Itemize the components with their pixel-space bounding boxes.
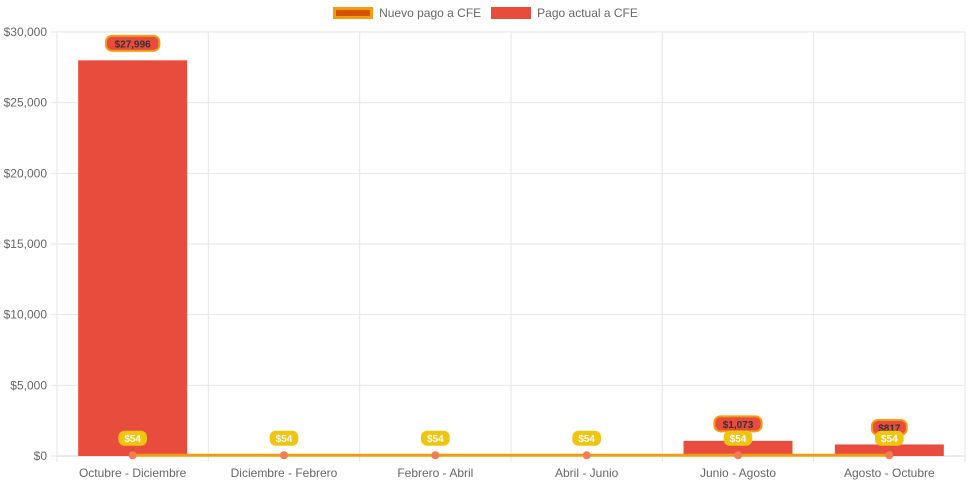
line-point (431, 451, 440, 460)
y-tick-label: $5,000 (10, 378, 47, 392)
x-tick-label: Febrero - Abril (397, 466, 473, 480)
line-data-label-bg (572, 430, 601, 446)
legend-swatch-nuevo-pago (333, 7, 374, 19)
line-data-label-bg (269, 430, 299, 446)
line-data-label-bg (723, 430, 753, 446)
line-data-label-bg (875, 430, 904, 446)
legend-label-nuevo-pago: Nuevo pago a CFE (379, 6, 482, 20)
line-point (280, 451, 288, 460)
line-data-label: $54 (124, 434, 141, 445)
legend-item-pago-actual[interactable]: Pago actual a CFE (491, 6, 638, 20)
legend-swatch-pago-actual (491, 7, 532, 19)
legend-label-pago-actual: Pago actual a CFE (537, 6, 638, 20)
line-point (885, 451, 894, 460)
x-tick-label: Agosto - Octubre (844, 466, 935, 480)
line-point (128, 451, 137, 460)
legend: Nuevo pago a CFE Pago actual a CFE (0, 6, 971, 20)
line-data-label: $54 (276, 434, 293, 445)
line-data-label: $54 (427, 434, 444, 445)
y-tick-label: $20,000 (4, 166, 48, 180)
bar (834, 444, 944, 456)
y-tick-label: $30,000 (4, 25, 48, 39)
line-data-label-bg (421, 430, 450, 446)
y-tick-label: $10,000 (4, 308, 48, 322)
legend-item-nuevo-pago[interactable]: Nuevo pago a CFE (333, 6, 481, 20)
bar (78, 60, 188, 456)
bar-data-label-bg (104, 34, 161, 52)
line-data-label: $54 (578, 434, 595, 445)
line-point (734, 451, 742, 460)
bar (683, 440, 793, 456)
y-tick-label: $15,000 (4, 237, 48, 251)
bar-data-label: $27,996 (115, 39, 152, 50)
bar-data-label: $1,073 (723, 420, 754, 431)
x-tick-label: Abril - Junio (555, 466, 619, 480)
x-tick-label: Diciembre - Febrero (231, 466, 338, 480)
y-tick-label: $25,000 (4, 96, 48, 110)
line-data-label: $54 (730, 434, 747, 445)
x-tick-label: Octubre - Diciembre (79, 466, 187, 480)
line-data-label-bg (118, 430, 147, 446)
line-point (582, 451, 591, 460)
y-tick-label: $0 (34, 449, 48, 463)
line-data-label: $54 (881, 434, 898, 445)
x-tick-label: Junio - Agosto (700, 466, 776, 480)
bar-data-label: $817 (878, 423, 901, 434)
